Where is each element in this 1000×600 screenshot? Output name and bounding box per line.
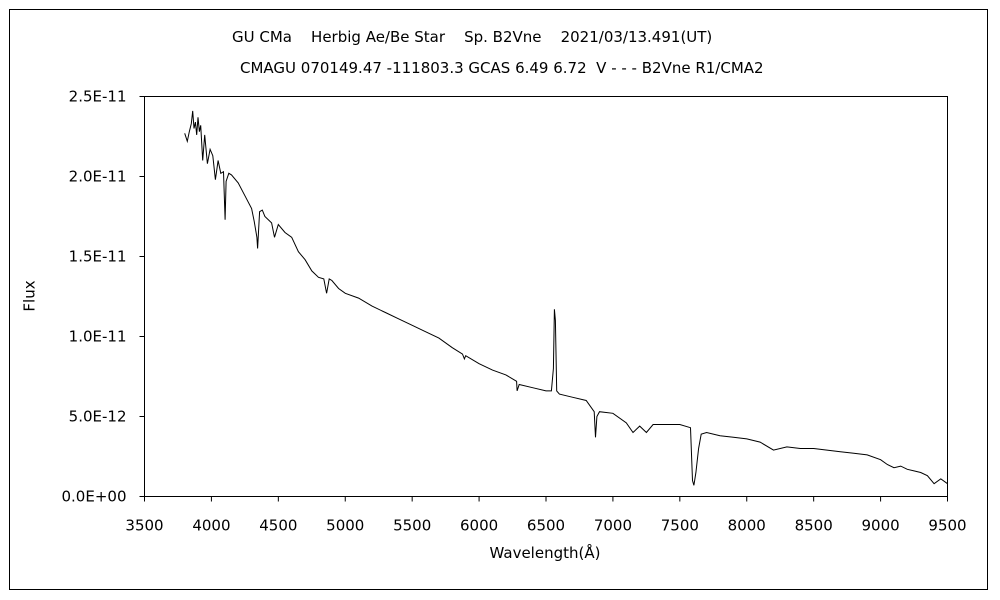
x-axis-tick-labels: 3500 4000 4500 5000 5500 6000 6500 7000 7500 8000…: [125, 517, 966, 535]
y-tick-label: 0.0E+00: [62, 488, 127, 506]
x-tick-label: 8000: [728, 517, 766, 535]
x-tick-label: 7500: [661, 517, 699, 535]
spectrum-line: [184, 110, 948, 486]
x-tick-label: 9000: [861, 517, 899, 535]
x-tick-label: 6000: [460, 517, 498, 535]
y-axis-ticks: [139, 96, 145, 497]
x-tick-label: 3500: [125, 517, 163, 535]
outer-border: [9, 9, 988, 590]
x-axis-label: Wavelength(Å): [489, 544, 601, 562]
chart-title: GU CMa Herbig Ae/Be Star Sp. B2Vne 2021/…: [232, 28, 713, 46]
x-tick-label: 8500: [795, 517, 833, 535]
x-tick-label: 5000: [326, 517, 364, 535]
x-tick-label: 9500: [928, 517, 966, 535]
x-tick-label: 6500: [527, 517, 565, 535]
x-tick-label: 7000: [594, 517, 632, 535]
y-tick-label: 1.0E-11: [69, 328, 127, 346]
chart-subtitle: CMAGU 070149.47 -111803.3 GCAS 6.49 6.72…: [240, 59, 764, 77]
y-axis-label: Flux: [20, 280, 39, 312]
y-tick-label: 2.5E-11: [69, 88, 127, 106]
y-tick-label: 5.0E-12: [69, 408, 127, 426]
y-tick-label: 2.0E-11: [69, 168, 127, 186]
x-axis-ticks: [144, 496, 948, 502]
x-tick-label: 4500: [259, 517, 297, 535]
x-tick-label: 5500: [393, 517, 431, 535]
y-tick-label: 1.5E-11: [69, 248, 127, 266]
y-axis-tick-labels: 0.0E+00 5.0E-12 1.0E-11 1.5E-11 2.0E-11 2.5E-…: [62, 88, 127, 506]
x-tick-label: 4000: [192, 517, 230, 535]
